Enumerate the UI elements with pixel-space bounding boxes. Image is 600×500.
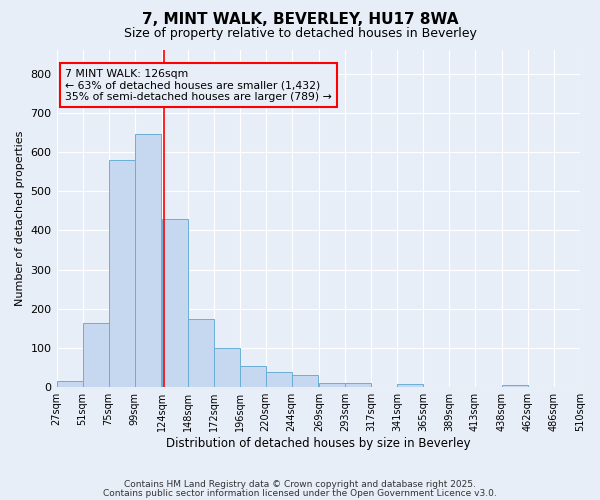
Bar xyxy=(292,376,318,387)
Text: Contains public sector information licensed under the Open Government Licence v3: Contains public sector information licen… xyxy=(103,488,497,498)
Bar xyxy=(161,218,188,387)
Bar xyxy=(56,382,83,387)
Bar xyxy=(188,318,214,387)
Bar xyxy=(397,384,423,387)
Y-axis label: Number of detached properties: Number of detached properties xyxy=(15,131,25,306)
Bar xyxy=(502,385,528,387)
Text: 7 MINT WALK: 126sqm
← 63% of detached houses are smaller (1,432)
35% of semi-det: 7 MINT WALK: 126sqm ← 63% of detached ho… xyxy=(65,69,332,102)
Bar xyxy=(134,134,161,387)
Text: Contains HM Land Registry data © Crown copyright and database right 2025.: Contains HM Land Registry data © Crown c… xyxy=(124,480,476,489)
Bar xyxy=(266,372,292,387)
Bar xyxy=(109,160,134,387)
Text: Size of property relative to detached houses in Beverley: Size of property relative to detached ho… xyxy=(124,28,476,40)
Bar xyxy=(83,322,109,387)
X-axis label: Distribution of detached houses by size in Beverley: Distribution of detached houses by size … xyxy=(166,437,470,450)
Bar xyxy=(239,366,266,387)
Bar xyxy=(319,382,345,387)
Text: 7, MINT WALK, BEVERLEY, HU17 8WA: 7, MINT WALK, BEVERLEY, HU17 8WA xyxy=(142,12,458,28)
Bar xyxy=(345,384,371,387)
Bar xyxy=(214,348,239,387)
